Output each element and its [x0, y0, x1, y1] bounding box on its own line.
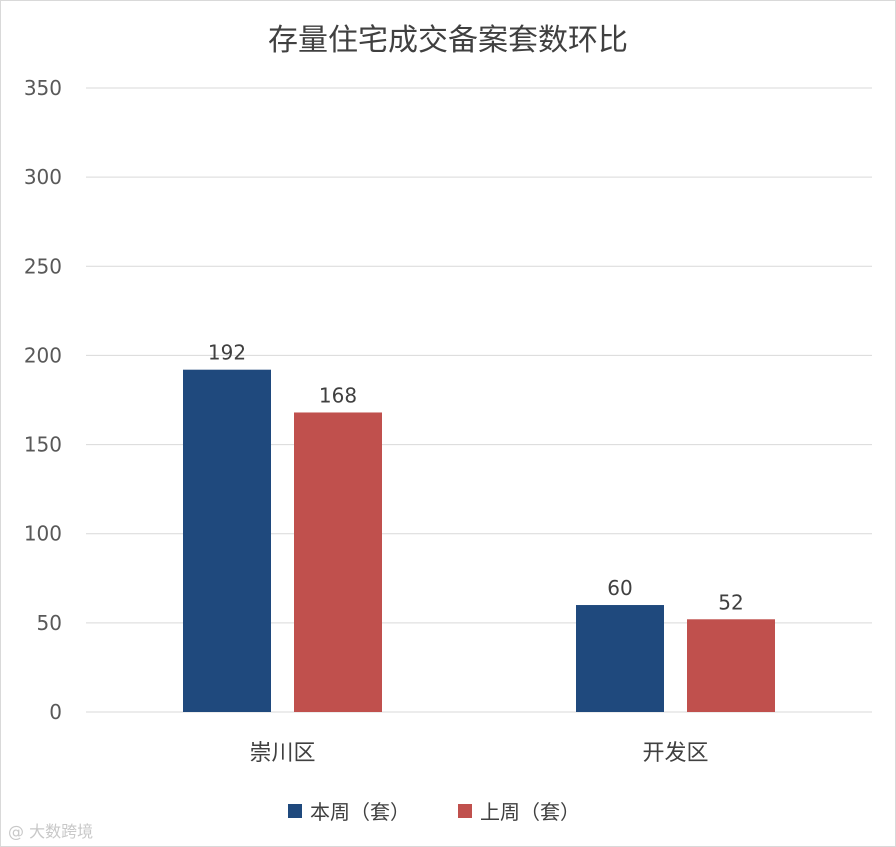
legend-swatch	[288, 804, 302, 818]
y-tick-label: 0	[49, 700, 62, 724]
data-label: 60	[607, 576, 632, 600]
bar	[183, 369, 271, 712]
data-label: 168	[319, 383, 357, 407]
watermark-logo-icon: @	[8, 822, 24, 841]
legend-label: 上周（套）	[480, 800, 580, 824]
watermark: @ 大数跨境	[8, 818, 93, 842]
legend-swatch	[458, 804, 472, 818]
bar	[687, 619, 775, 712]
y-tick-label: 50	[37, 611, 62, 635]
bars	[183, 369, 775, 712]
y-tick-label: 250	[24, 254, 62, 278]
x-axis-categories: 崇川区 开发区	[249, 741, 708, 766]
watermark-text: 大数跨境	[29, 822, 94, 841]
data-label: 192	[208, 341, 246, 365]
y-axis-ticks: 0 50 100 150 200 250 300 350	[24, 76, 62, 724]
y-tick-label: 200	[24, 343, 62, 367]
chart-title: 存量住宅成交备案套数环比	[268, 23, 628, 58]
x-category-label: 崇川区	[249, 741, 315, 766]
data-labels: 192 168 60 52	[208, 341, 744, 615]
y-tick-label: 100	[24, 522, 62, 546]
data-label: 52	[718, 590, 743, 614]
y-tick-label: 350	[24, 76, 62, 100]
bar	[294, 412, 382, 712]
y-tick-label: 300	[24, 165, 62, 189]
legend: 本周（套） 上周（套）	[288, 800, 580, 824]
bar	[576, 605, 664, 712]
legend-label: 本周（套）	[310, 800, 410, 824]
x-category-label: 开发区	[642, 741, 708, 766]
y-tick-label: 150	[24, 433, 62, 457]
